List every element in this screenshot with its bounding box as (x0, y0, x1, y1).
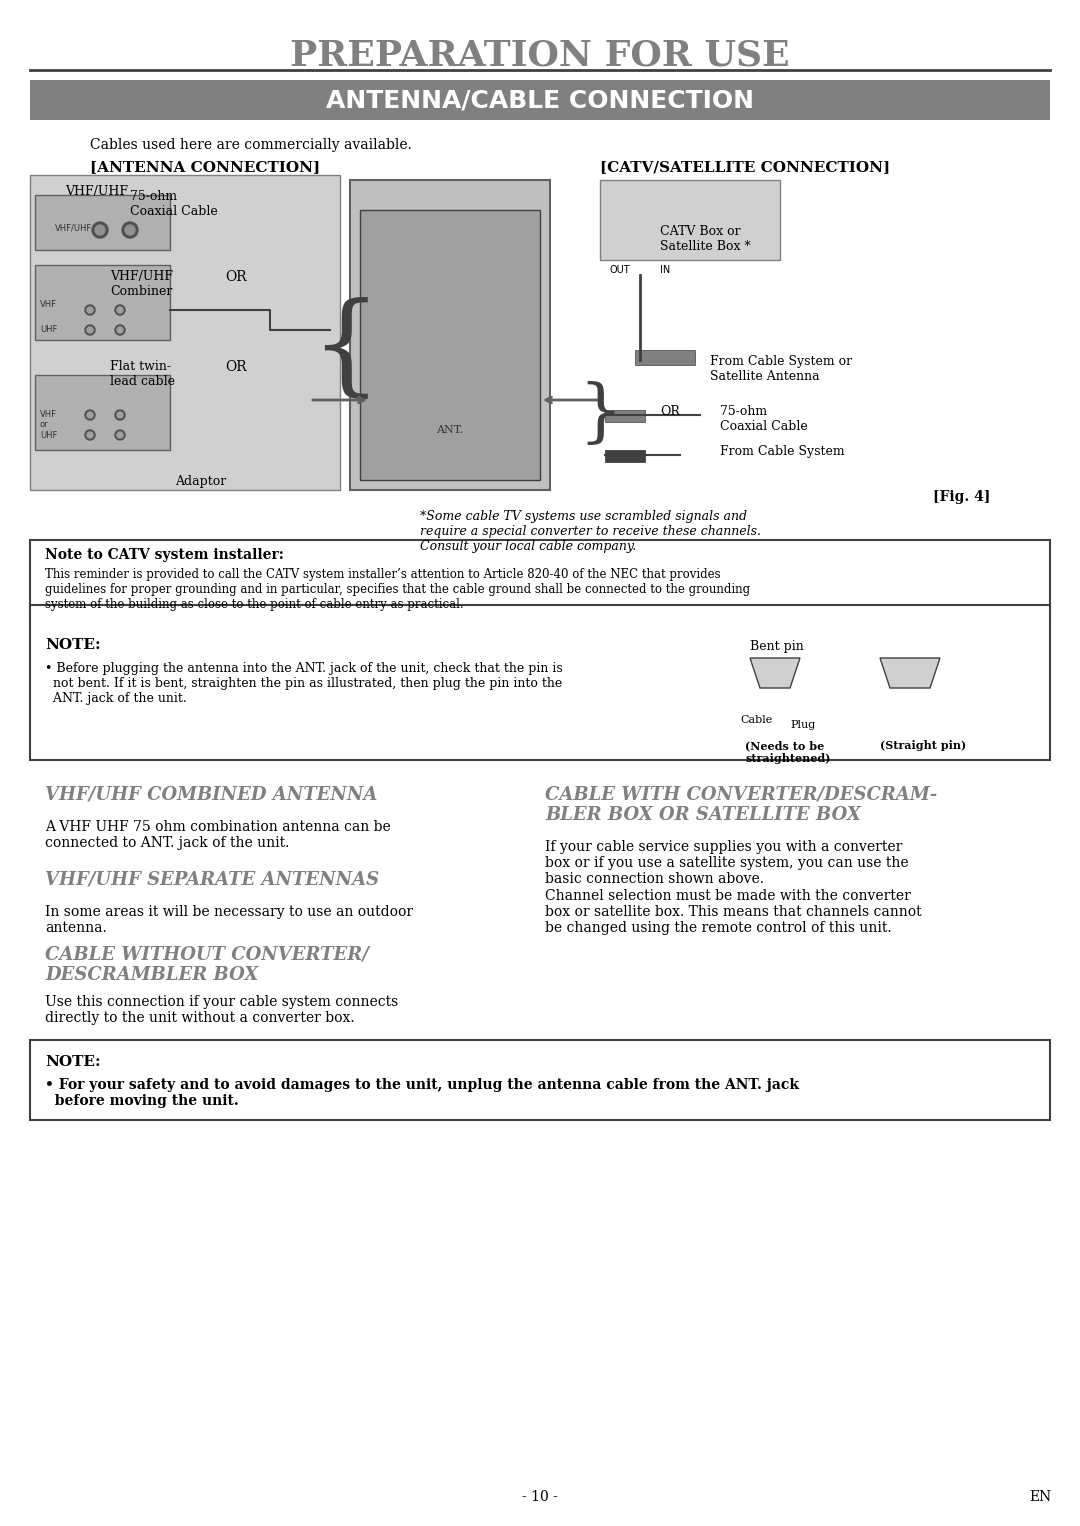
Circle shape (117, 327, 123, 333)
Text: VHF/UHF: VHF/UHF (65, 185, 129, 198)
Text: ANT.: ANT. (436, 426, 463, 435)
Text: From Cable System or
Satellite Antenna: From Cable System or Satellite Antenna (710, 356, 852, 383)
Text: This reminder is provided to call the CATV system installer’s attention to Artic: This reminder is provided to call the CA… (45, 568, 751, 610)
Circle shape (85, 325, 95, 336)
Bar (360, 211, 540, 481)
Bar (30, 540, 1050, 620)
Text: PREPARATION FOR USE: PREPARATION FOR USE (291, 38, 789, 72)
Text: [Fig. 4]: [Fig. 4] (933, 490, 990, 504)
Circle shape (87, 412, 93, 418)
Text: VHF/UHF SEPARATE ANTENNAS: VHF/UHF SEPARATE ANTENNAS (45, 870, 379, 888)
Circle shape (114, 305, 125, 314)
Text: (Straight pin): (Straight pin) (880, 740, 967, 751)
Bar (350, 180, 550, 490)
Text: A VHF UHF 75 ohm combination antenna can be
connected to ANT. jack of the unit.: A VHF UHF 75 ohm combination antenna can… (45, 819, 391, 850)
Circle shape (95, 224, 105, 235)
Text: VHF/UHF COMBINED ANTENNA: VHF/UHF COMBINED ANTENNA (45, 784, 377, 803)
Text: 75-ohm
Coaxial Cable: 75-ohm Coaxial Cable (130, 191, 218, 218)
Text: Note to CATV system installer:: Note to CATV system installer: (45, 548, 284, 562)
Text: OR: OR (225, 270, 246, 284)
Text: 75-ohm
Coaxial Cable: 75-ohm Coaxial Cable (720, 404, 808, 433)
Text: [ANTENNA CONNECTION]: [ANTENNA CONNECTION] (90, 160, 320, 174)
Text: VHF/UHF: VHF/UHF (55, 223, 92, 232)
Bar (35, 375, 170, 450)
Circle shape (117, 307, 123, 313)
Text: VHF
or
UHF: VHF or UHF (40, 410, 57, 439)
Text: EN: EN (1029, 1489, 1051, 1505)
Bar (605, 410, 645, 423)
Text: VHF: VHF (40, 301, 57, 308)
Text: CATV Box or
Satellite Box *: CATV Box or Satellite Box * (660, 224, 751, 253)
Text: Bent pin: Bent pin (750, 639, 804, 653)
Bar (30, 1041, 1050, 1120)
Text: From Cable System: From Cable System (720, 446, 845, 458)
Text: Plug: Plug (789, 720, 815, 729)
Text: If your cable service supplies you with a converter
box or if you use a satellit: If your cable service supplies you with … (545, 839, 921, 935)
Bar (600, 180, 780, 259)
Circle shape (114, 325, 125, 336)
Text: }: } (578, 382, 622, 449)
Text: IN: IN (660, 266, 670, 275)
Bar (35, 195, 170, 250)
Bar (30, 604, 1050, 760)
Polygon shape (750, 658, 800, 688)
Text: Adaptor: Adaptor (175, 475, 226, 488)
Text: • Before plugging the antenna into the ANT. jack of the unit, check that the pin: • Before plugging the antenna into the A… (45, 662, 563, 705)
Text: Cables used here are commercially available.: Cables used here are commercially availa… (90, 137, 411, 153)
Text: In some areas it will be necessary to use an outdoor
antenna.: In some areas it will be necessary to us… (45, 905, 414, 935)
Text: CABLE WITHOUT CONVERTER/
DESCRAMBLER BOX: CABLE WITHOUT CONVERTER/ DESCRAMBLER BOX (45, 945, 369, 984)
Circle shape (92, 221, 108, 238)
Bar (30, 79, 1050, 121)
Text: NOTE:: NOTE: (45, 1054, 100, 1070)
Circle shape (87, 327, 93, 333)
Text: Use this connection if your cable system connects
directly to the unit without a: Use this connection if your cable system… (45, 995, 399, 1025)
Circle shape (114, 410, 125, 420)
Text: OUT: OUT (610, 266, 631, 275)
Text: *Some cable TV systems use scrambled signals and
require a special converter to : *Some cable TV systems use scrambled sig… (420, 510, 761, 552)
Text: CABLE WITH CONVERTER/DESCRAM-
BLER BOX OR SATELLITE BOX: CABLE WITH CONVERTER/DESCRAM- BLER BOX O… (545, 784, 937, 824)
Circle shape (114, 430, 125, 439)
Text: NOTE:: NOTE: (45, 638, 100, 652)
Circle shape (117, 432, 123, 438)
Text: [CATV/SATELLITE CONNECTION]: [CATV/SATELLITE CONNECTION] (600, 160, 890, 174)
Text: OR: OR (225, 360, 246, 374)
Text: - 10 -: - 10 - (522, 1489, 558, 1505)
Text: Flat twin-
lead cable: Flat twin- lead cable (110, 360, 175, 388)
Text: (Needs to be
straightened): (Needs to be straightened) (745, 740, 831, 765)
Text: UHF: UHF (40, 325, 57, 334)
Bar (30, 175, 340, 490)
Circle shape (85, 305, 95, 314)
Circle shape (87, 432, 93, 438)
Polygon shape (880, 658, 940, 688)
Text: VHF/UHF
Combiner: VHF/UHF Combiner (110, 270, 173, 298)
Bar (635, 349, 696, 365)
Text: ANTENNA/CABLE CONNECTION: ANTENNA/CABLE CONNECTION (326, 89, 754, 111)
Text: Cable: Cable (740, 716, 772, 725)
Text: OR: OR (660, 404, 680, 418)
Circle shape (87, 307, 93, 313)
Text: {: { (310, 296, 380, 403)
Circle shape (122, 221, 138, 238)
Circle shape (85, 410, 95, 420)
Text: • For your safety and to avoid damages to the unit, unplug the antenna cable fro: • For your safety and to avoid damages t… (45, 1077, 799, 1108)
Bar (605, 450, 645, 462)
Bar (35, 266, 170, 340)
Circle shape (125, 224, 135, 235)
Circle shape (117, 412, 123, 418)
Circle shape (85, 430, 95, 439)
